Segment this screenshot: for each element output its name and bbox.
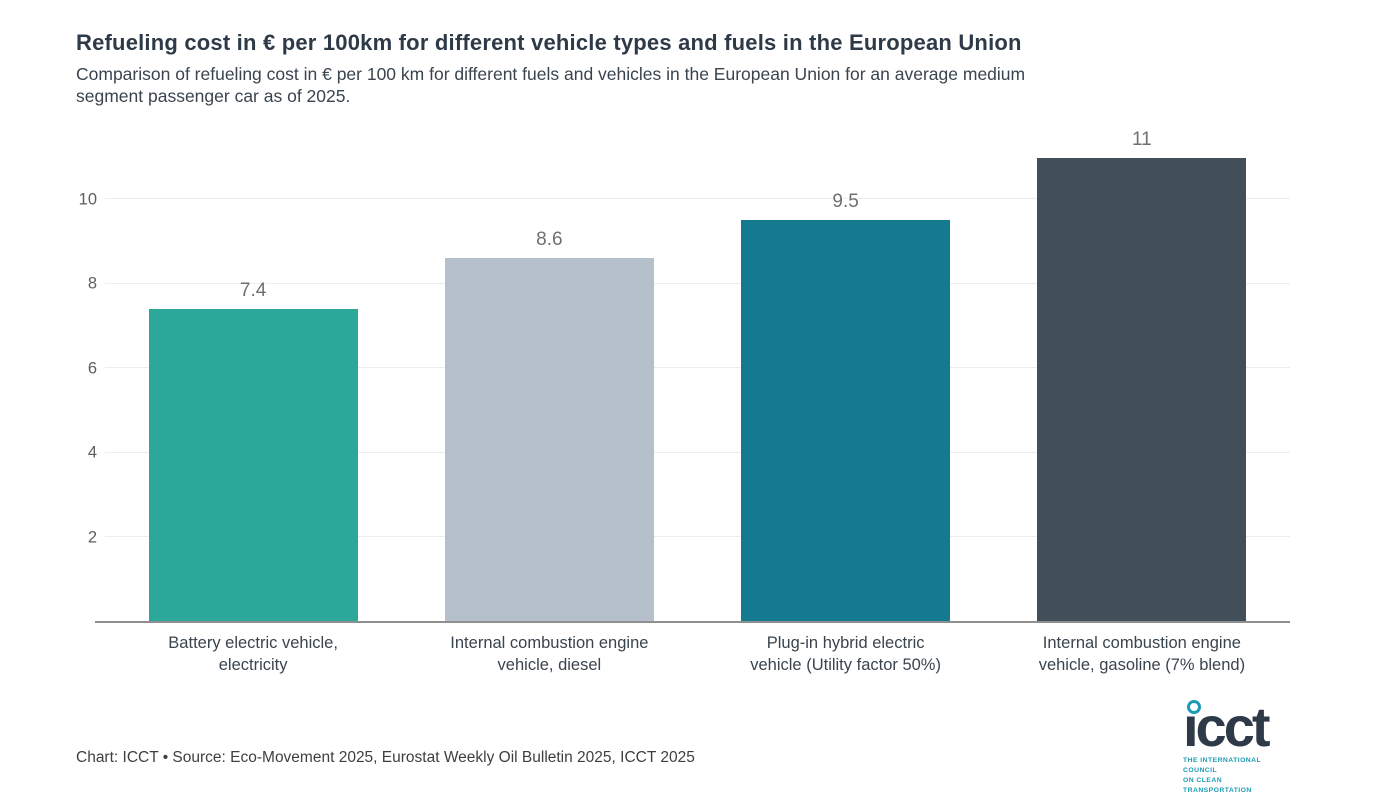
x-axis-line xyxy=(95,621,1290,623)
bar-slot: 7.4 xyxy=(105,130,401,622)
bar-value-label: 9.5 xyxy=(832,191,859,213)
y-axis-tick-label: 8 xyxy=(87,274,97,293)
x-axis-category-label: Plug-in hybrid electric vehicle (Utility… xyxy=(750,634,941,675)
icct-logo: ıcct THE INTERNATIONAL COUNCIL ON CLEAN … xyxy=(1183,699,1293,796)
gridline xyxy=(105,367,1290,369)
plot-area: 2 4 6 8 10 7.4 8.6 9.5 11 xyxy=(79,130,1290,623)
gridline xyxy=(105,536,1290,538)
chart-subtitle: Comparison of refueling cost in € per 10… xyxy=(76,64,1026,107)
icct-logo-dot-icon xyxy=(1187,700,1201,714)
bar xyxy=(1037,158,1247,622)
x-axis-category-label: Battery electric vehicle, electricity xyxy=(168,634,338,675)
bars-container: 7.4 8.6 9.5 11 xyxy=(105,130,1290,622)
icct-logo-wordmark: ıcct xyxy=(1183,699,1293,755)
x-axis-category-label: Internal combustion engine vehicle, gaso… xyxy=(1038,634,1246,675)
bar-slot: 8.6 xyxy=(401,130,697,622)
y-axis-tick-label: 2 xyxy=(87,528,97,547)
bar-slot: 9.5 xyxy=(698,130,994,622)
y-axis-tick-label: 10 xyxy=(78,189,97,208)
x-axis-category-label: Internal combustion engine vehicle, dies… xyxy=(450,634,649,675)
chart-title: Refueling cost in € per 100km for differ… xyxy=(76,30,1022,55)
bar xyxy=(741,220,951,622)
bar xyxy=(148,308,358,622)
bar-value-label: 11 xyxy=(1132,129,1152,150)
icct-logo-tagline: THE INTERNATIONAL COUNCIL ON CLEAN TRANS… xyxy=(1183,756,1293,795)
bar-value-label: 8.6 xyxy=(536,229,563,251)
bar-value-label: 7.4 xyxy=(239,279,267,301)
x-axis-labels: Battery electric vehicle, electricity Int… xyxy=(105,632,1290,677)
source-attribution: Chart: ICCT • Source: Eco-Movement 2025,… xyxy=(76,749,695,766)
bar xyxy=(444,258,654,622)
gridline xyxy=(105,451,1290,453)
y-axis-tick-label: 4 xyxy=(87,443,97,462)
gridline xyxy=(105,282,1290,284)
y-axis-tick-label: 6 xyxy=(87,358,97,377)
icct-tagline-line1: THE INTERNATIONAL COUNCIL xyxy=(1183,757,1262,775)
gridline xyxy=(105,198,1290,199)
bar-slot: 11 xyxy=(994,130,1290,622)
icct-tagline-line2: ON CLEAN TRANSPORTATION xyxy=(1183,776,1252,794)
